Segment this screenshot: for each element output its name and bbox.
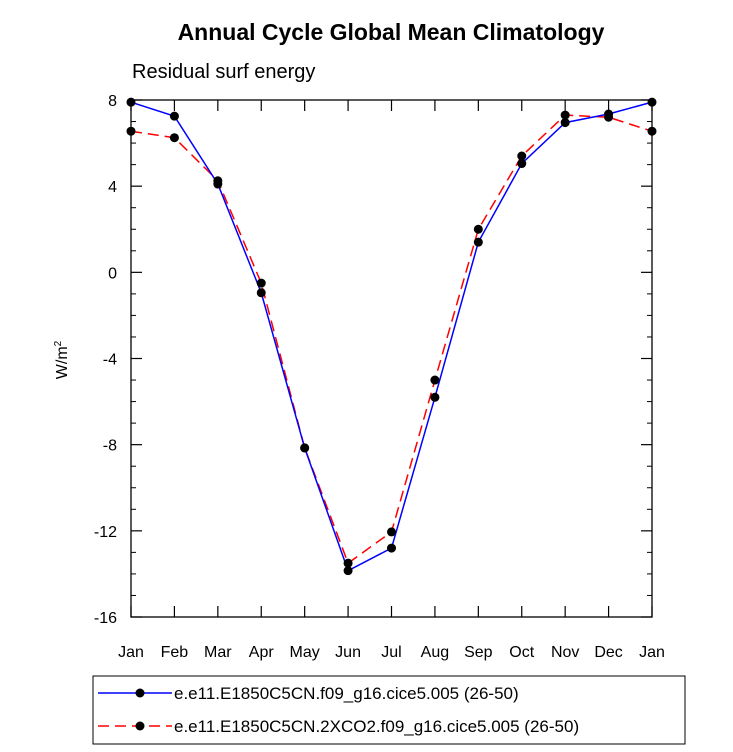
legend-label: e.e11.E1850C5CN.f09_g16.cice5.005 (26-50… xyxy=(174,684,519,703)
data-point xyxy=(256,278,266,288)
data-point xyxy=(473,237,483,247)
x-tick-label: Mar xyxy=(204,644,232,661)
data-point xyxy=(126,97,136,107)
data-point xyxy=(647,97,657,107)
data-point xyxy=(387,527,396,537)
legend-label: e.e11.E1850C5CN.2XCO2.f09_g16.cice5.005 … xyxy=(174,717,579,736)
y-tick-label: 4 xyxy=(108,179,117,196)
y-axis-label: W/m2 xyxy=(53,340,71,379)
x-tick-label: Aug xyxy=(421,644,449,661)
x-tick-label: Nov xyxy=(551,644,579,661)
legend-box xyxy=(92,675,686,745)
data-point xyxy=(343,566,353,576)
y-tick-label: -12 xyxy=(94,524,117,541)
chart-title: Annual Cycle Global Mean Climatology xyxy=(178,19,605,45)
data-point xyxy=(517,151,527,161)
data-point xyxy=(300,443,310,453)
x-tick-label: Jan xyxy=(639,644,665,661)
data-point xyxy=(256,288,266,298)
x-tick-label: Jun xyxy=(335,644,361,661)
data-point xyxy=(430,375,440,385)
legend-marker xyxy=(135,721,145,731)
x-tick-label: Feb xyxy=(161,644,189,661)
x-tick-label: May xyxy=(290,644,320,661)
data-point xyxy=(517,159,527,169)
data-point xyxy=(473,224,483,234)
data-point xyxy=(169,111,179,121)
data-point xyxy=(343,558,353,568)
x-tick-label: Sep xyxy=(464,644,493,661)
x-tick-label: Apr xyxy=(249,644,275,661)
y-tick-label: -8 xyxy=(103,438,117,455)
data-point xyxy=(560,110,570,120)
y-tick-label: -16 xyxy=(94,610,117,627)
data-point xyxy=(604,112,614,122)
data-point xyxy=(213,176,223,186)
x-tick-label: Oct xyxy=(509,644,534,661)
chart-subtitle: Residual surf energy xyxy=(132,61,315,83)
data-point xyxy=(560,118,570,128)
plot-frame xyxy=(130,99,653,618)
legend-marker xyxy=(135,688,145,698)
x-tick-label: Jan xyxy=(118,644,144,661)
plot-area xyxy=(126,97,657,576)
series-line xyxy=(130,114,653,565)
x-tick-label: Jul xyxy=(381,644,401,661)
data-point xyxy=(430,392,440,402)
data-point xyxy=(169,133,179,143)
x-tick-label: Dec xyxy=(594,644,622,661)
y-tick-label: -4 xyxy=(103,352,117,369)
y-tick-label: 0 xyxy=(108,265,117,282)
y-tick-label: 8 xyxy=(108,93,117,110)
legend: e.e11.E1850C5CN.f09_g16.cice5.005 (26-50… xyxy=(92,675,686,745)
data-point xyxy=(647,126,657,136)
data-point xyxy=(126,126,136,136)
data-point xyxy=(387,543,396,553)
